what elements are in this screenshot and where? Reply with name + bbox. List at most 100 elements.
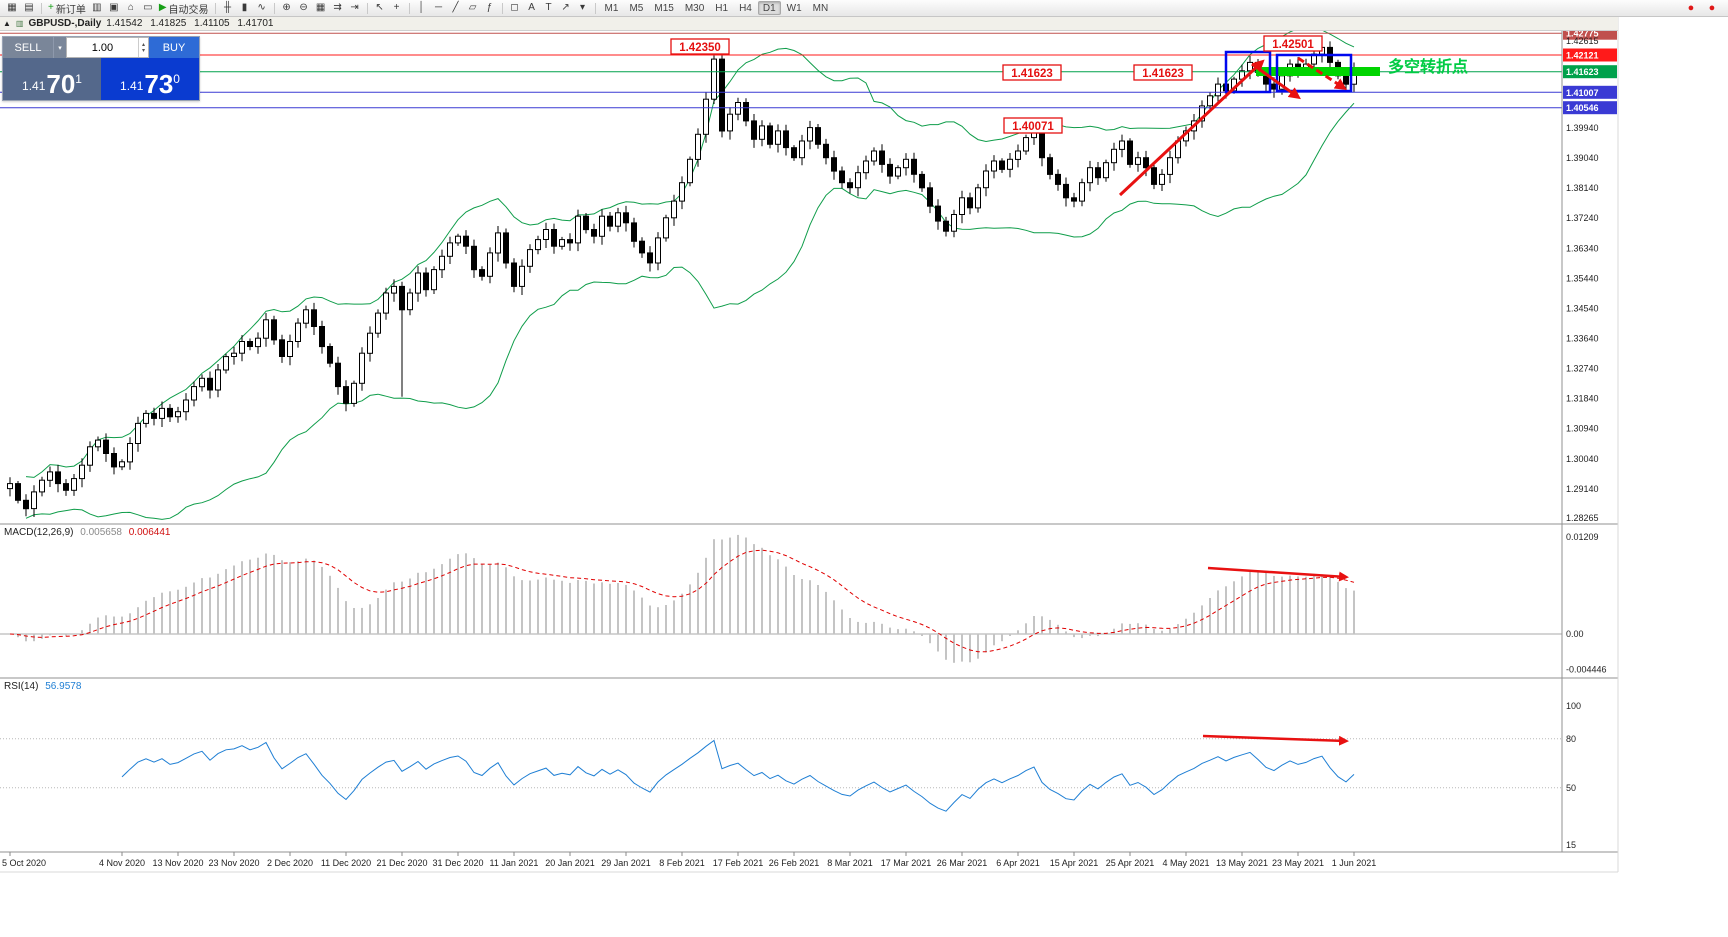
bid-pip-digit: 1: [75, 72, 82, 86]
tf-d1-button[interactable]: D1: [757, 1, 781, 15]
trendline-icon: ╱: [452, 2, 459, 13]
vertical-line-button[interactable]: │: [414, 1, 430, 16]
data-window-icon: ▣: [109, 2, 119, 13]
macd-trend-arrow[interactable]: [1207, 566, 1349, 582]
toolbar-group: + 新订单 ▥ ▣ ⌂ ▭ ▶ 自动交易: [46, 1, 211, 16]
arrow-tool-button[interactable]: ↗: [558, 1, 574, 16]
trend-arrow[interactable]: [1251, 62, 1301, 100]
price-tick-label: 1.35440: [1566, 273, 1599, 283]
new-chart-button[interactable]: ▦: [4, 1, 20, 16]
trendline-button[interactable]: ╱: [448, 1, 464, 16]
tf-m1-button[interactable]: M1: [600, 1, 624, 15]
price-panel[interactable]: [7, 27, 1357, 520]
tf-h1-label: H1: [715, 2, 729, 14]
new-order-button[interactable]: + 新订单: [46, 1, 88, 16]
sell-dropdown-icon[interactable]: ▾: [53, 37, 66, 58]
styles-dropdown-button[interactable]: ▾: [575, 1, 591, 16]
alert-badge-1-button[interactable]: ●: [1683, 1, 1699, 16]
price-annotation-box[interactable]: [1002, 64, 1062, 81]
channel-button[interactable]: ▱: [465, 1, 481, 16]
cursor-button[interactable]: ↖: [372, 1, 388, 16]
buy-button-small[interactable]: BUY: [149, 37, 199, 58]
volume-spinner[interactable]: ▴ ▾: [137, 38, 148, 57]
zoom-in-icon: ⊕: [282, 2, 291, 13]
consolidation-rectangle[interactable]: [1275, 53, 1353, 93]
rsi-trend-arrow[interactable]: [1202, 734, 1349, 746]
candlestick-mode-button[interactable]: ▮: [237, 1, 253, 16]
crosshair-button[interactable]: +: [389, 1, 405, 16]
tf-m5-button[interactable]: M5: [624, 1, 648, 15]
consolidation-rectangle[interactable]: [1224, 50, 1272, 94]
tile-windows-icon: ▦: [315, 2, 326, 13]
autotrading-icon: ▶: [158, 2, 167, 13]
price-annotation-text: 1.42350: [679, 42, 721, 54]
ask-pip-digit: 0: [173, 72, 180, 86]
text-label-button[interactable]: T: [541, 1, 557, 16]
tf-w1-label: W1: [786, 2, 802, 14]
time-label: 4 Nov 2020: [99, 858, 145, 868]
market-watch-button[interactable]: ▥: [89, 1, 105, 16]
navigator-button[interactable]: ⌂: [123, 1, 139, 16]
autotrading-button[interactable]: ▶ 自动交易: [157, 1, 211, 16]
ohlc-high: 1.41825: [150, 18, 187, 29]
trend-arrow[interactable]: [1297, 56, 1348, 90]
zoom-in-button[interactable]: ⊕: [279, 1, 295, 16]
price-annotation-box[interactable]: [1263, 35, 1323, 52]
buy-price-button[interactable]: 1.41 73 0: [101, 58, 199, 100]
time-axis[interactable]: 5 Oct 2020 4 Nov 2020 13 Nov 2020 23 Nov 20…: [2, 852, 1376, 868]
chart-titlebar: ▲ ▥ GBPUSD-,Daily 1.41542 1.41825 1.4110…: [0, 17, 1618, 31]
zoom-out-button[interactable]: ⊖: [296, 1, 312, 16]
price-tag: [1563, 48, 1617, 62]
terminal-button[interactable]: ▭: [140, 1, 156, 16]
fibonacci-button[interactable]: ƒ: [482, 1, 498, 16]
price-tick-label: 1.31840: [1566, 394, 1599, 404]
horizontal-line-button[interactable]: ─: [431, 1, 447, 16]
time-label: 5 Oct 2020: [2, 858, 46, 868]
auto-scroll-button[interactable]: ⇉: [330, 1, 346, 16]
price-annotation-box[interactable]: [670, 38, 730, 55]
price-annotation-box[interactable]: [1133, 64, 1193, 81]
alert-badge-2-button[interactable]: ●: [1704, 1, 1720, 16]
tf-h1-button[interactable]: H1: [710, 1, 733, 15]
time-label: 8 Mar 2021: [827, 858, 873, 868]
price-tick-label: 1.36340: [1566, 243, 1599, 253]
macd-value-main: 0.005658: [80, 527, 122, 538]
shapes-button[interactable]: ◻: [507, 1, 523, 16]
chart-profiles-button[interactable]: ▤: [21, 1, 37, 16]
ask-big-digits: 73: [144, 68, 174, 99]
price-annotation-text: 1.40071: [1012, 121, 1054, 133]
price-axis[interactable]: 1.42775 1.42121 1.41623 1.41007 1.40546 1.426…: [1563, 26, 1617, 850]
toolbar-group: ◻ A T ↗ ▾: [507, 1, 591, 16]
tile-windows-button[interactable]: ▦: [313, 1, 329, 16]
price-tag: [1563, 65, 1617, 79]
time-label: 20 Jan 2021: [545, 858, 595, 868]
time-label: 21 Dec 2020: [376, 858, 427, 868]
turning-point-annotation[interactable]: 多空转折点: [1388, 57, 1468, 76]
tf-w1-button[interactable]: W1: [782, 1, 807, 15]
trend-arrow[interactable]: [1118, 59, 1265, 197]
time-label: 17 Mar 2021: [881, 858, 932, 868]
tf-m15-button[interactable]: M15: [649, 1, 678, 15]
tf-mn-button[interactable]: MN: [808, 1, 834, 15]
tf-h4-button[interactable]: H4: [734, 1, 757, 15]
data-window-button[interactable]: ▣: [106, 1, 122, 16]
line-chart-mode-button[interactable]: ∿: [254, 1, 270, 16]
macd-panel[interactable]: [9, 534, 1355, 663]
sell-price-button[interactable]: 1.41 70 1: [3, 58, 101, 100]
tf-m30-button[interactable]: M30: [680, 1, 709, 15]
time-label: 11 Dec 2020: [321, 858, 371, 868]
sell-button-small[interactable]: SELL: [3, 37, 53, 58]
volume-input[interactable]: [67, 38, 138, 57]
chart-shift-button[interactable]: ⇥: [347, 1, 363, 16]
rsi-panel[interactable]: [121, 739, 1355, 812]
text-button[interactable]: A: [524, 1, 540, 16]
bar-chart-mode-button[interactable]: ╫: [220, 1, 236, 16]
new-chart-icon: ▦: [7, 2, 17, 13]
rsi-line: [121, 739, 1355, 812]
time-label: 17 Feb 2021: [713, 858, 764, 868]
toolbar-separator: [408, 2, 410, 14]
price-annotation-box[interactable]: [1003, 117, 1063, 134]
collapse-triangle-icon[interactable]: ▲: [3, 19, 11, 28]
price-annotation-text: 1.42501: [1272, 39, 1314, 51]
